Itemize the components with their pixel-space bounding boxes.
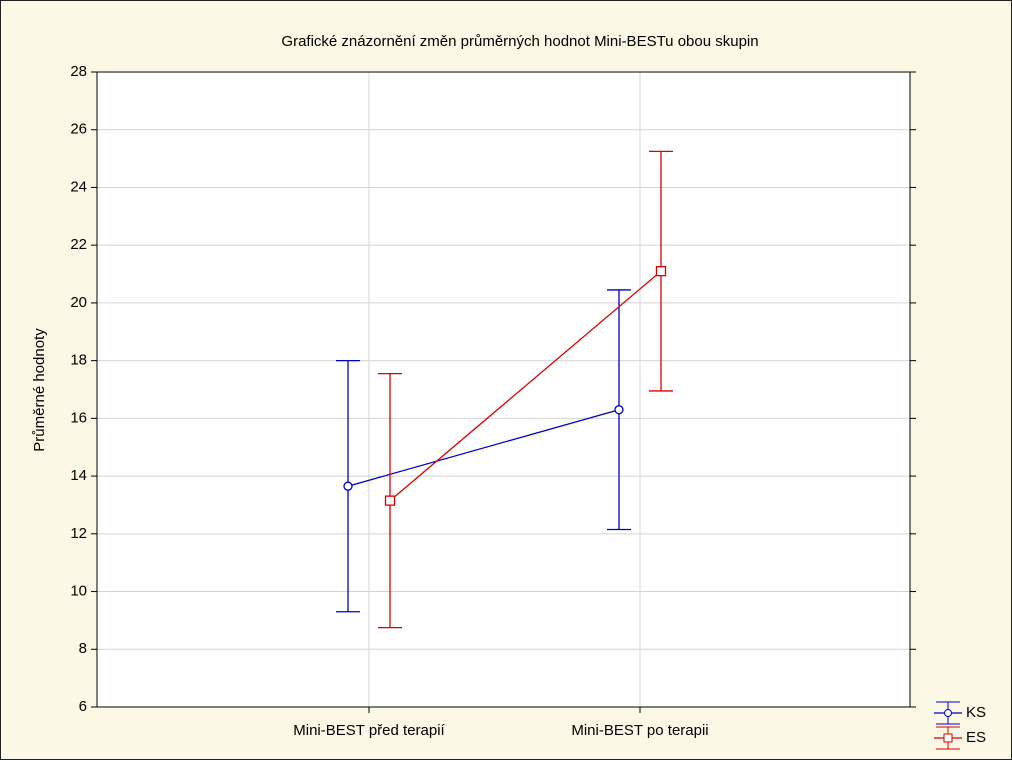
y-tick-label: 8 xyxy=(79,640,87,657)
y-tick-label: 28 xyxy=(70,63,87,80)
series-line xyxy=(389,270,662,502)
point xyxy=(384,495,396,506)
y-tick-label: 10 xyxy=(70,583,87,600)
y-tick-label: 24 xyxy=(70,178,87,195)
y-tick-label: 22 xyxy=(70,236,87,253)
chart-title: Grafické znázornění změn průměrných hodn… xyxy=(281,33,758,50)
point xyxy=(614,405,624,415)
y-tick-label: 16 xyxy=(70,409,87,426)
legend-label: KS xyxy=(966,704,986,721)
legend-marker xyxy=(944,709,952,717)
point xyxy=(343,481,353,491)
legend-label: ES xyxy=(966,729,986,746)
y-tick-label: 20 xyxy=(70,294,87,311)
series-line xyxy=(347,409,620,487)
y-tick-label: 12 xyxy=(70,525,87,542)
x-tick-label: Mini-BEST před terapií xyxy=(293,722,445,739)
y-tick-label: 14 xyxy=(70,467,87,484)
y-tick-label: 6 xyxy=(79,698,87,715)
y-axis-label: Průměrné hodnoty xyxy=(31,328,48,452)
legend-marker xyxy=(943,733,953,743)
y-tick-label: 26 xyxy=(70,121,87,138)
plot-area xyxy=(97,72,910,707)
plot-border xyxy=(96,71,911,708)
x-tick-label: Mini-BEST po terapii xyxy=(571,722,708,739)
y-tick-label: 18 xyxy=(70,352,87,369)
point xyxy=(655,266,667,277)
